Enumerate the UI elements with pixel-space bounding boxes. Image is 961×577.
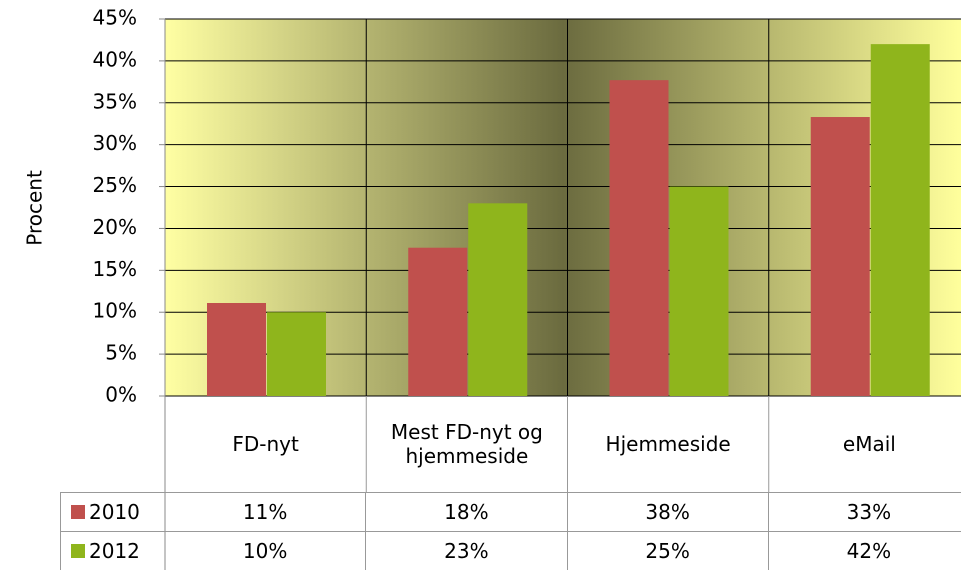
- y-tick-label: 35%: [93, 89, 137, 113]
- y-tick-label: 0%: [105, 383, 137, 407]
- table-value: 18%: [366, 492, 568, 531]
- y-tick-label: 40%: [93, 47, 137, 71]
- y-tick-label: 20%: [93, 215, 137, 239]
- table-value: 38%: [567, 492, 769, 531]
- bar: [207, 303, 266, 396]
- legend-entry: 2010: [60, 492, 165, 531]
- y-tick-label: 10%: [93, 299, 137, 323]
- y-tick-label: 5%: [105, 341, 137, 365]
- table-value: 10%: [165, 531, 367, 570]
- legend-label: 2010: [89, 500, 140, 524]
- legend-entry: 2012: [60, 531, 165, 570]
- legend-swatch: [71, 505, 85, 519]
- table-value: 42%: [768, 531, 961, 570]
- bar: [408, 247, 468, 396]
- category-label: Hjemmeside: [605, 432, 731, 456]
- y-tick-label: 30%: [93, 131, 137, 155]
- y-tick-label: 25%: [93, 173, 137, 197]
- table-value: 33%: [768, 492, 961, 531]
- bar: [810, 117, 870, 397]
- category-label: eMail: [842, 432, 896, 456]
- bar: [870, 44, 930, 397]
- y-axis-label: Procent: [23, 170, 47, 246]
- legend-label: 2012: [89, 539, 140, 563]
- bar: [468, 203, 528, 396]
- table-value: 23%: [366, 531, 568, 570]
- y-tick-label: 45%: [93, 6, 137, 30]
- category-label: Mest FD-nyt og hjemmeside: [390, 420, 543, 468]
- table-value: 25%: [567, 531, 769, 570]
- table-value: 11%: [165, 492, 367, 531]
- y-tick-label: 15%: [93, 257, 137, 281]
- category-label: FD-nyt: [232, 432, 299, 456]
- bar: [669, 186, 729, 396]
- bar: [609, 80, 669, 396]
- bar: [267, 312, 326, 396]
- legend-swatch: [71, 544, 85, 558]
